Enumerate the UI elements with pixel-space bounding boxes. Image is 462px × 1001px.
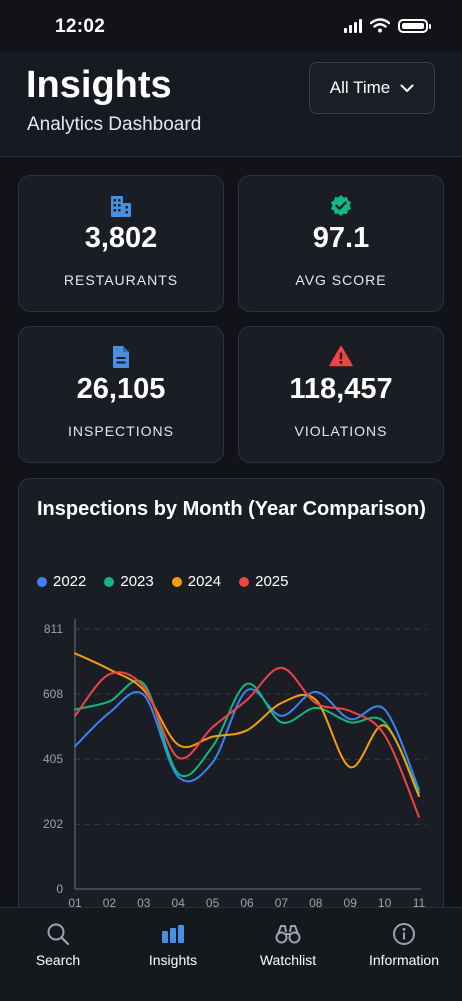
x-tick-label: 06 — [240, 896, 254, 910]
x-tick-label: 11 — [413, 896, 426, 910]
stat-card-violations: 118,457 VIOLATIONS — [238, 326, 444, 463]
signal-icon — [344, 18, 362, 33]
bottom-tab-bar: Search Insights Watchlist — [0, 907, 462, 1001]
legend-item-2024[interactable]: 2024 — [171, 573, 222, 590]
x-tick-label: 03 — [137, 896, 151, 910]
legend-dot — [171, 576, 182, 587]
legend-item-2025[interactable]: 2025 — [239, 573, 289, 590]
x-tick-label: 09 — [344, 896, 358, 910]
stat-label: VIOLATIONS — [294, 423, 388, 439]
tab-label: Information — [368, 952, 440, 968]
tab-watchlist[interactable]: Watchlist — [233, 920, 343, 968]
building-icon — [111, 196, 131, 217]
stat-card-restaurants: 3,802 RESTAURANTS — [18, 175, 224, 312]
x-tick-label: 02 — [103, 896, 117, 910]
legend-label: 2023 — [120, 573, 154, 590]
legend-label: 2025 — [255, 573, 289, 590]
x-tick-label: 04 — [172, 896, 186, 910]
y-tick-label: 811 — [44, 622, 63, 636]
stat-label: AVG SCORE — [295, 272, 387, 288]
stat-label: RESTAURANTS — [63, 272, 179, 288]
x-tick-label: 01 — [68, 896, 82, 910]
series-line-2025 — [74, 666, 420, 818]
y-tick-label: 405 — [43, 752, 63, 766]
tab-information[interactable]: Information — [349, 920, 459, 968]
legend-label: 2024 — [187, 573, 222, 590]
chart-legend: 2022 2023 2024 2025 — [37, 573, 289, 590]
inspections-chart-card: 0 202 405 608 811 01 02 03 04 05 06 07 08 09 10 11 Insp… — [18, 478, 444, 918]
stat-value: 26,105 — [76, 373, 166, 405]
stat-value: 3,802 — [84, 222, 158, 254]
legend-item-2022[interactable]: 2022 — [37, 573, 86, 590]
chart-title: Inspections by Month (Year Comparison) — [37, 498, 426, 520]
stat-card-avg-score: 97.1 AVG SCORE — [238, 175, 444, 312]
y-tick-label: 202 — [43, 817, 63, 831]
status-bar: 12:02 — [0, 0, 462, 52]
tab-search[interactable]: Search — [3, 920, 113, 968]
tab-label: Watchlist — [259, 952, 317, 968]
tab-label: Search — [35, 952, 81, 968]
tab-label: Insights — [148, 952, 198, 968]
tab-insights[interactable]: Insights — [118, 920, 228, 968]
wifi-icon — [370, 18, 390, 33]
stat-value: 97.1 — [312, 222, 370, 254]
series-line-2022 — [74, 688, 420, 791]
info-icon — [393, 923, 415, 945]
legend-dot — [239, 576, 250, 587]
time-range-label: All Time — [329, 78, 391, 97]
bar-chart-icon — [162, 925, 184, 943]
series-line-2024 — [74, 652, 420, 798]
search-icon — [47, 923, 70, 946]
legend-dot — [104, 576, 115, 587]
page-header: Insights Analytics Dashboard All Time — [0, 52, 462, 157]
y-tick-label: 0 — [56, 882, 63, 896]
status-icons — [344, 18, 431, 33]
time-range-dropdown[interactable]: All Time — [309, 62, 435, 114]
binoculars-icon — [275, 925, 301, 944]
legend-dot — [37, 576, 47, 587]
x-tick-label: 08 — [309, 896, 323, 910]
stat-value: 118,457 — [289, 373, 393, 405]
stat-label: INSPECTIONS — [68, 423, 174, 439]
x-tick-label: 10 — [378, 896, 392, 910]
chevron-down-icon — [400, 84, 414, 92]
y-tick-label: 608 — [43, 687, 63, 701]
legend-item-2023[interactable]: 2023 — [104, 573, 154, 590]
stat-card-inspections: 26,105 INSPECTIONS — [18, 326, 224, 463]
warning-icon — [329, 345, 353, 367]
verified-badge-icon — [331, 195, 351, 216]
x-tick-label: 07 — [275, 896, 289, 910]
battery-icon — [398, 18, 431, 33]
x-tick-label: 05 — [206, 896, 220, 910]
inspections-line-chart: 0 202 405 608 811 01 02 03 04 05 06 07 08 09 10 11 — [43, 619, 427, 910]
status-time: 12:02 — [55, 16, 106, 37]
legend-label: 2022 — [53, 573, 87, 590]
page-title: Insights — [26, 64, 172, 106]
page-subtitle: Analytics Dashboard — [27, 114, 202, 135]
document-icon — [113, 346, 129, 368]
